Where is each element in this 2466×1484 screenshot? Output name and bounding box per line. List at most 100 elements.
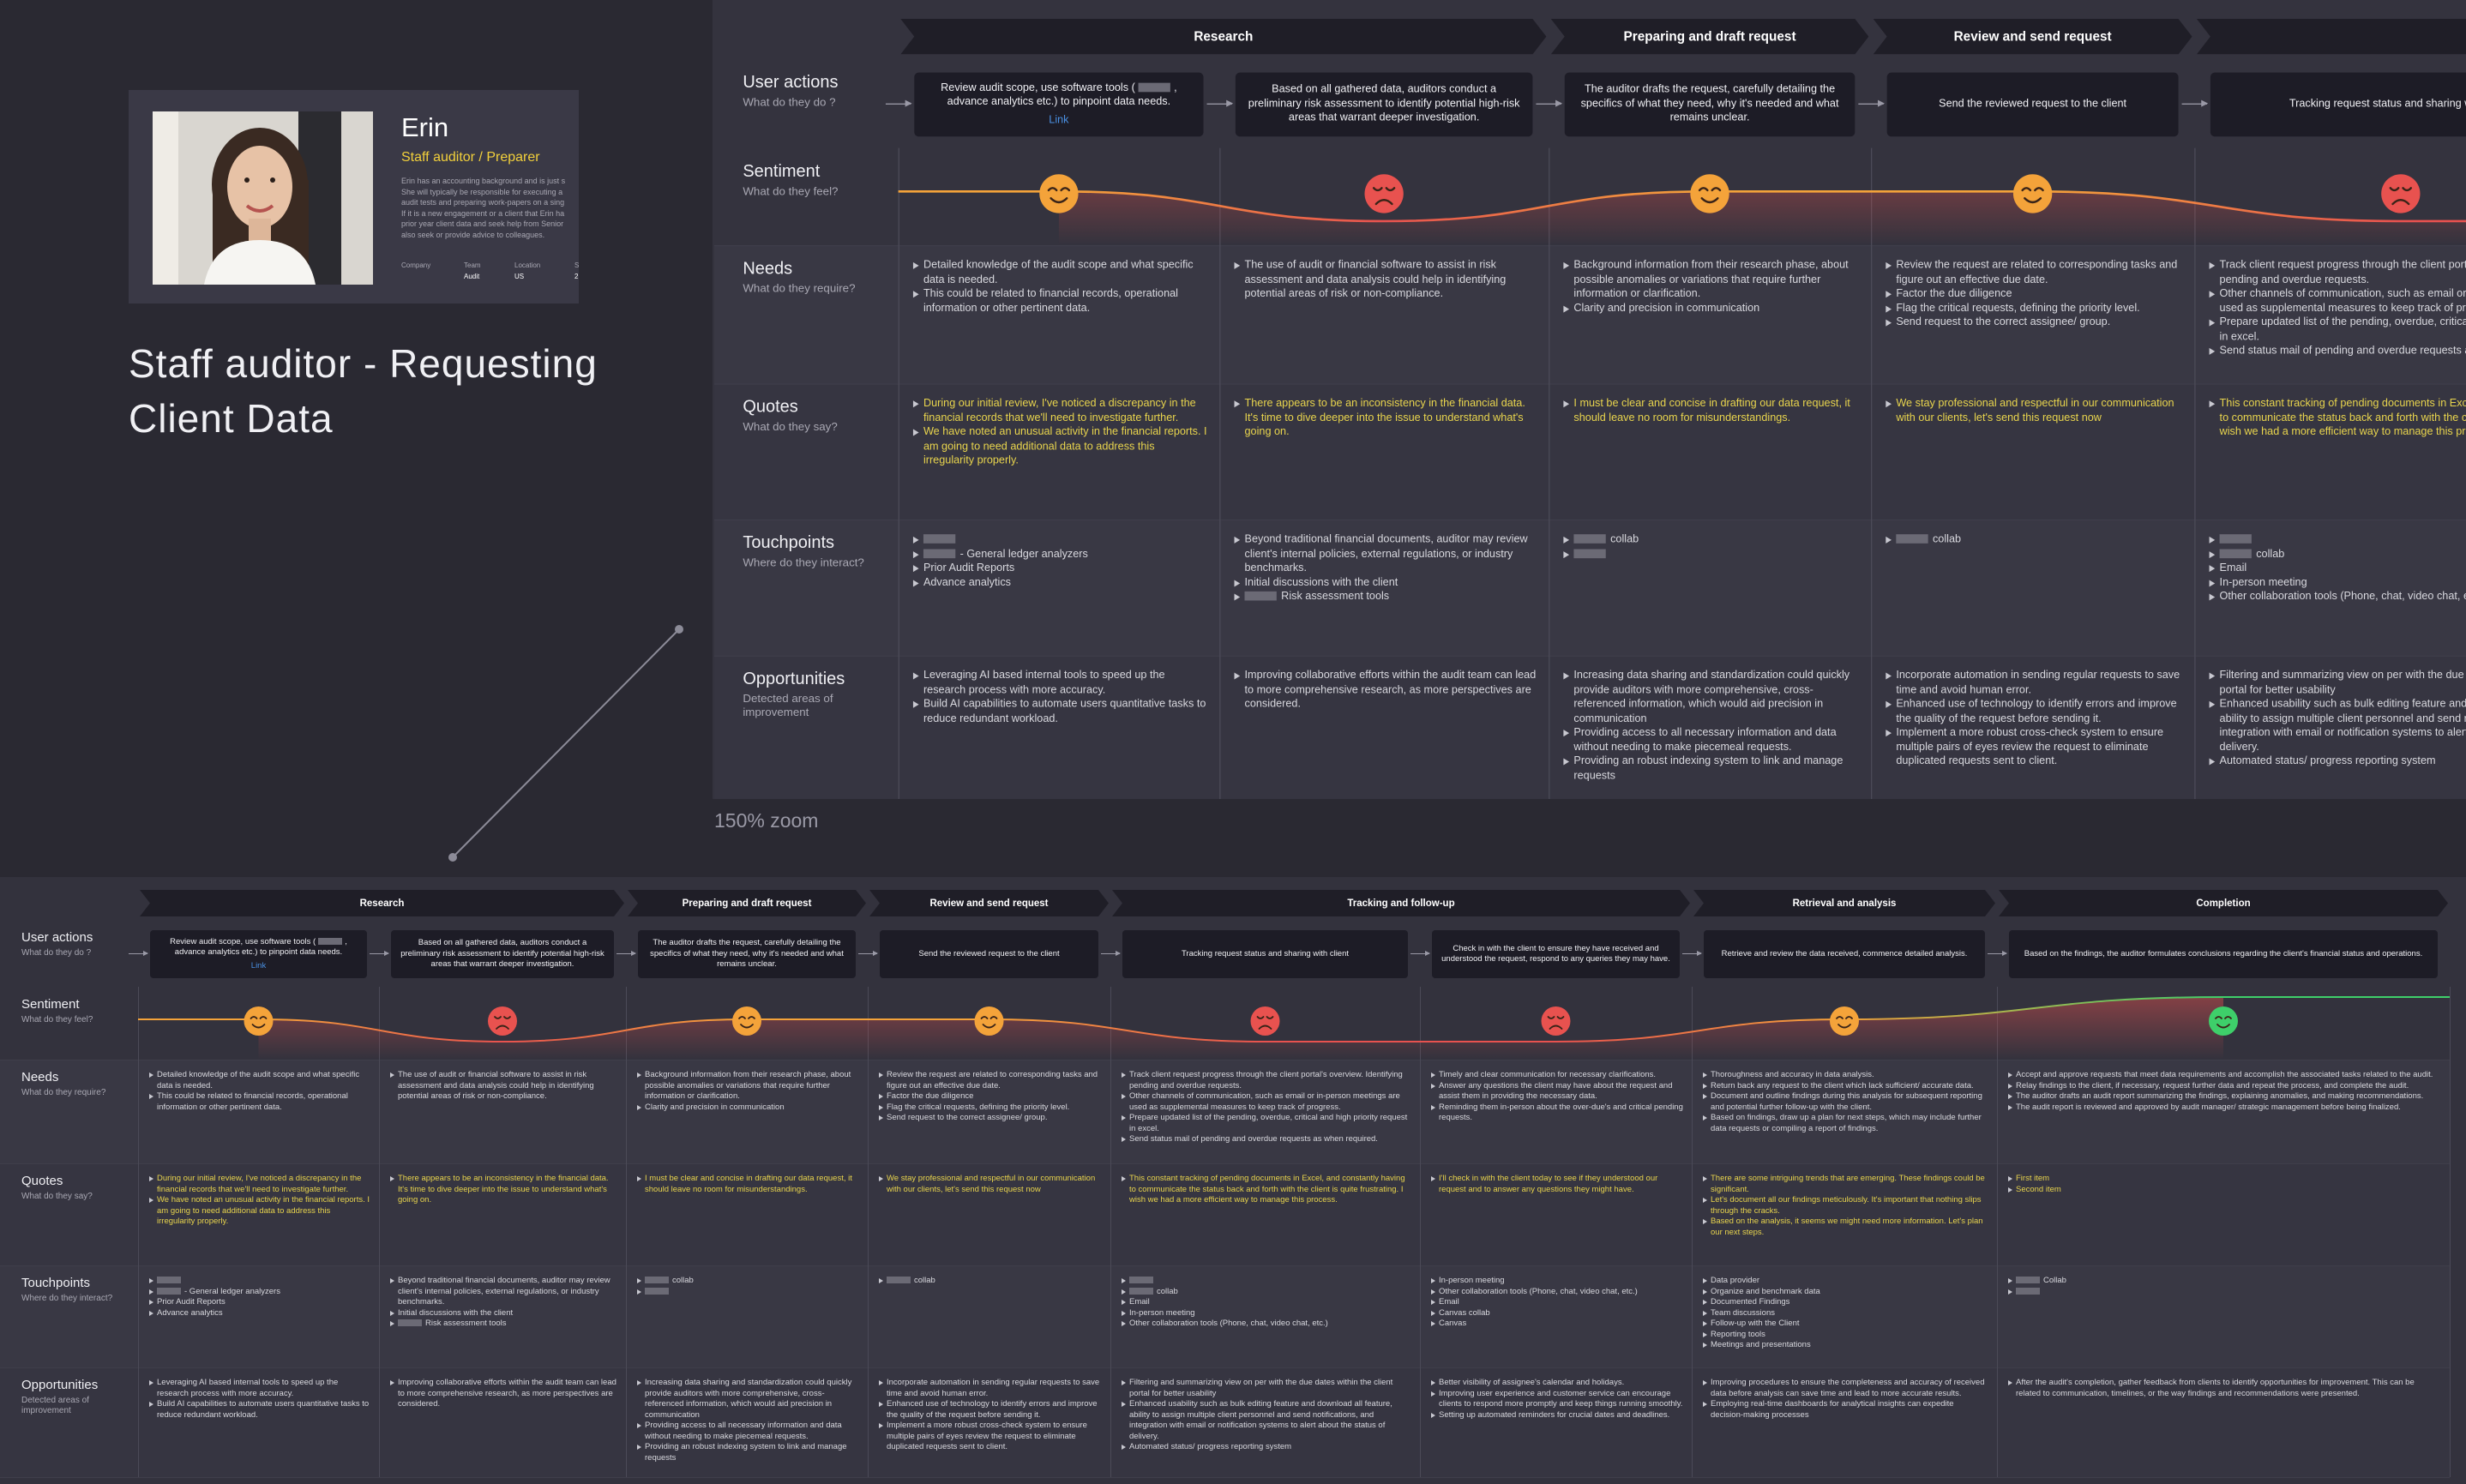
quotes-item: First item (2007, 1174, 2441, 1185)
eye (1385, 187, 1396, 192)
sentiment-face (1541, 1006, 1571, 1036)
column-divider (2450, 987, 2451, 1477)
phase-header: Tracking and follow-up (1112, 890, 1690, 916)
touchpoints-item: Risk assessment tools (1233, 590, 1537, 604)
action-link[interactable]: Link (250, 960, 267, 970)
eye (250, 1016, 258, 1019)
sentiment-face (488, 1006, 517, 1036)
face (2381, 174, 2421, 213)
touchpoints-item: Documented Findings (1702, 1297, 1988, 1308)
face (1690, 174, 1729, 213)
sentiment-face (1830, 1006, 1859, 1036)
column-divider (2194, 147, 2196, 799)
text-part: Risk assessment tools (425, 1319, 507, 1328)
row-title: Touchpoints (743, 532, 835, 553)
quotes-list: During our initial review, I've noticed … (148, 1174, 370, 1262)
mouth (1050, 197, 1068, 204)
needs-item: Answer any questions the client may have… (1430, 1081, 1683, 1102)
touchpoints-item (1121, 1276, 1411, 1287)
touchpoints-list: - General ledger analyzers Prior Audit Re… (148, 1276, 370, 1364)
row-label: Needs What do they require? (21, 1070, 116, 1098)
needs-item: This could be related to financial recor… (912, 287, 1208, 315)
quotes-item: During our initial review, I've noticed … (912, 397, 1208, 425)
row-sublabel: What do they feel? (21, 1015, 93, 1024)
phase-header: Research (140, 890, 624, 916)
eye (738, 1016, 746, 1019)
mouth (740, 1024, 754, 1029)
touchpoints-item (636, 1287, 859, 1298)
persona-field: Team Audit (464, 261, 514, 280)
persona-field: Se 2 (574, 261, 579, 280)
row-label: User actions What do they do ? (21, 930, 116, 958)
action-link[interactable]: Link (1049, 113, 1069, 126)
touchpoints-list: collab Email In-person meeting Other collab… (1121, 1276, 1411, 1364)
needs-list: Detailed knowledge of the audit scope an… (912, 259, 1208, 379)
mouth (1258, 1024, 1272, 1030)
column-divider (1997, 987, 1998, 1477)
row-sublabel: What do they require? (21, 1088, 106, 1097)
row-label: Needs What do they require? (743, 259, 869, 297)
needs-item: Prepare updated list of the pending, ove… (1121, 1113, 1411, 1134)
action-box: Based on all gathered data, auditors con… (1235, 72, 1533, 137)
sentiment-face (244, 1006, 274, 1036)
redacted (1896, 534, 1928, 544)
row-divider (0, 1265, 2450, 1266)
touchpoints-list: collab (1885, 533, 2183, 651)
touchpoints-item: - General ledger analyzers (912, 548, 1208, 562)
opportunities-item: Incorporate automation in sending regula… (878, 1378, 1102, 1399)
needs-list: Track client request progress through th… (1121, 1070, 1411, 1160)
text-part: - General ledger analyzers (184, 1286, 280, 1296)
opportunities-list: Improving collaborative efforts within t… (1233, 669, 1537, 796)
flow-arrow (1858, 99, 1885, 107)
face (244, 1006, 274, 1036)
redacted (1129, 1277, 1153, 1283)
row-label: Touchpoints Where do they interact? (21, 1276, 116, 1304)
row-band (0, 1163, 2450, 1265)
opportunities-item: Improving collaborative efforts within t… (1233, 669, 1537, 712)
redacted (1573, 534, 1606, 544)
opportunities-item: Automated status/ progress reporting sys… (1121, 1442, 1411, 1453)
needs-list: Background information from their resear… (636, 1070, 859, 1160)
quotes-list: I'll check in with the client today to s… (1430, 1174, 1683, 1262)
column-divider (1870, 147, 1873, 799)
sentiment-chart (898, 174, 2466, 245)
touchpoints-item: collab (1885, 533, 2183, 548)
action-box: Based on all gathered data, auditors con… (391, 930, 614, 978)
opportunities-item: Improving procedures to ensure the compl… (1702, 1378, 1988, 1399)
field-label: Team (464, 261, 481, 269)
needs-item: Send request to the correct assignee/ gr… (878, 1113, 1102, 1124)
redacted (645, 1287, 669, 1295)
needs-item: Detailed knowledge of the audit scope an… (912, 259, 1208, 287)
opportunities-item: Enhanced usability such as bulk editing … (2208, 698, 2466, 755)
action-text: Based on all gathered data, auditors con… (1248, 82, 1520, 124)
row-divider (714, 383, 2466, 385)
flow-arrow (1536, 99, 1563, 107)
quotes-item: I'll check in with the client today to s… (1430, 1174, 1683, 1195)
field-label: Location (514, 261, 541, 269)
quotes-list: During our initial review, I've noticed … (912, 397, 1208, 514)
opportunities-item: Enhanced use of technology to identify e… (878, 1399, 1102, 1421)
opportunities-item: Leveraging AI based internal tools to sp… (148, 1378, 370, 1399)
opportunities-item: Better visibility of assignee's calendar… (1430, 1378, 1683, 1389)
row-divider (0, 1367, 2450, 1368)
redacted (398, 1319, 422, 1326)
opportunities-list: Leveraging AI based internal tools to sp… (912, 669, 1208, 796)
column-divider (626, 987, 627, 1477)
text-part: collab (2256, 547, 2285, 561)
column-divider (379, 987, 380, 1477)
eye (259, 1016, 268, 1019)
touchpoints-list: collab (1562, 533, 1860, 651)
sentiment-face (1039, 174, 1079, 213)
quotes-list: First item Second item (2007, 1174, 2441, 1262)
action-text: Based on all gathered data, auditors con… (400, 938, 604, 970)
persona-role: Staff auditor / Preparer (401, 150, 540, 165)
opportunities-item: Build AI capabilities to automate users … (912, 698, 1208, 726)
persona-photo (153, 111, 373, 285)
eye (2402, 187, 2413, 192)
touchpoints-item: Canvas collab (1430, 1308, 1683, 1319)
needs-list: Review the request are related to corres… (1885, 259, 2183, 379)
row-band (714, 244, 2466, 384)
touchpoints-item: collab (878, 1276, 1102, 1287)
needs-item: Background information from their resear… (1562, 259, 1860, 302)
